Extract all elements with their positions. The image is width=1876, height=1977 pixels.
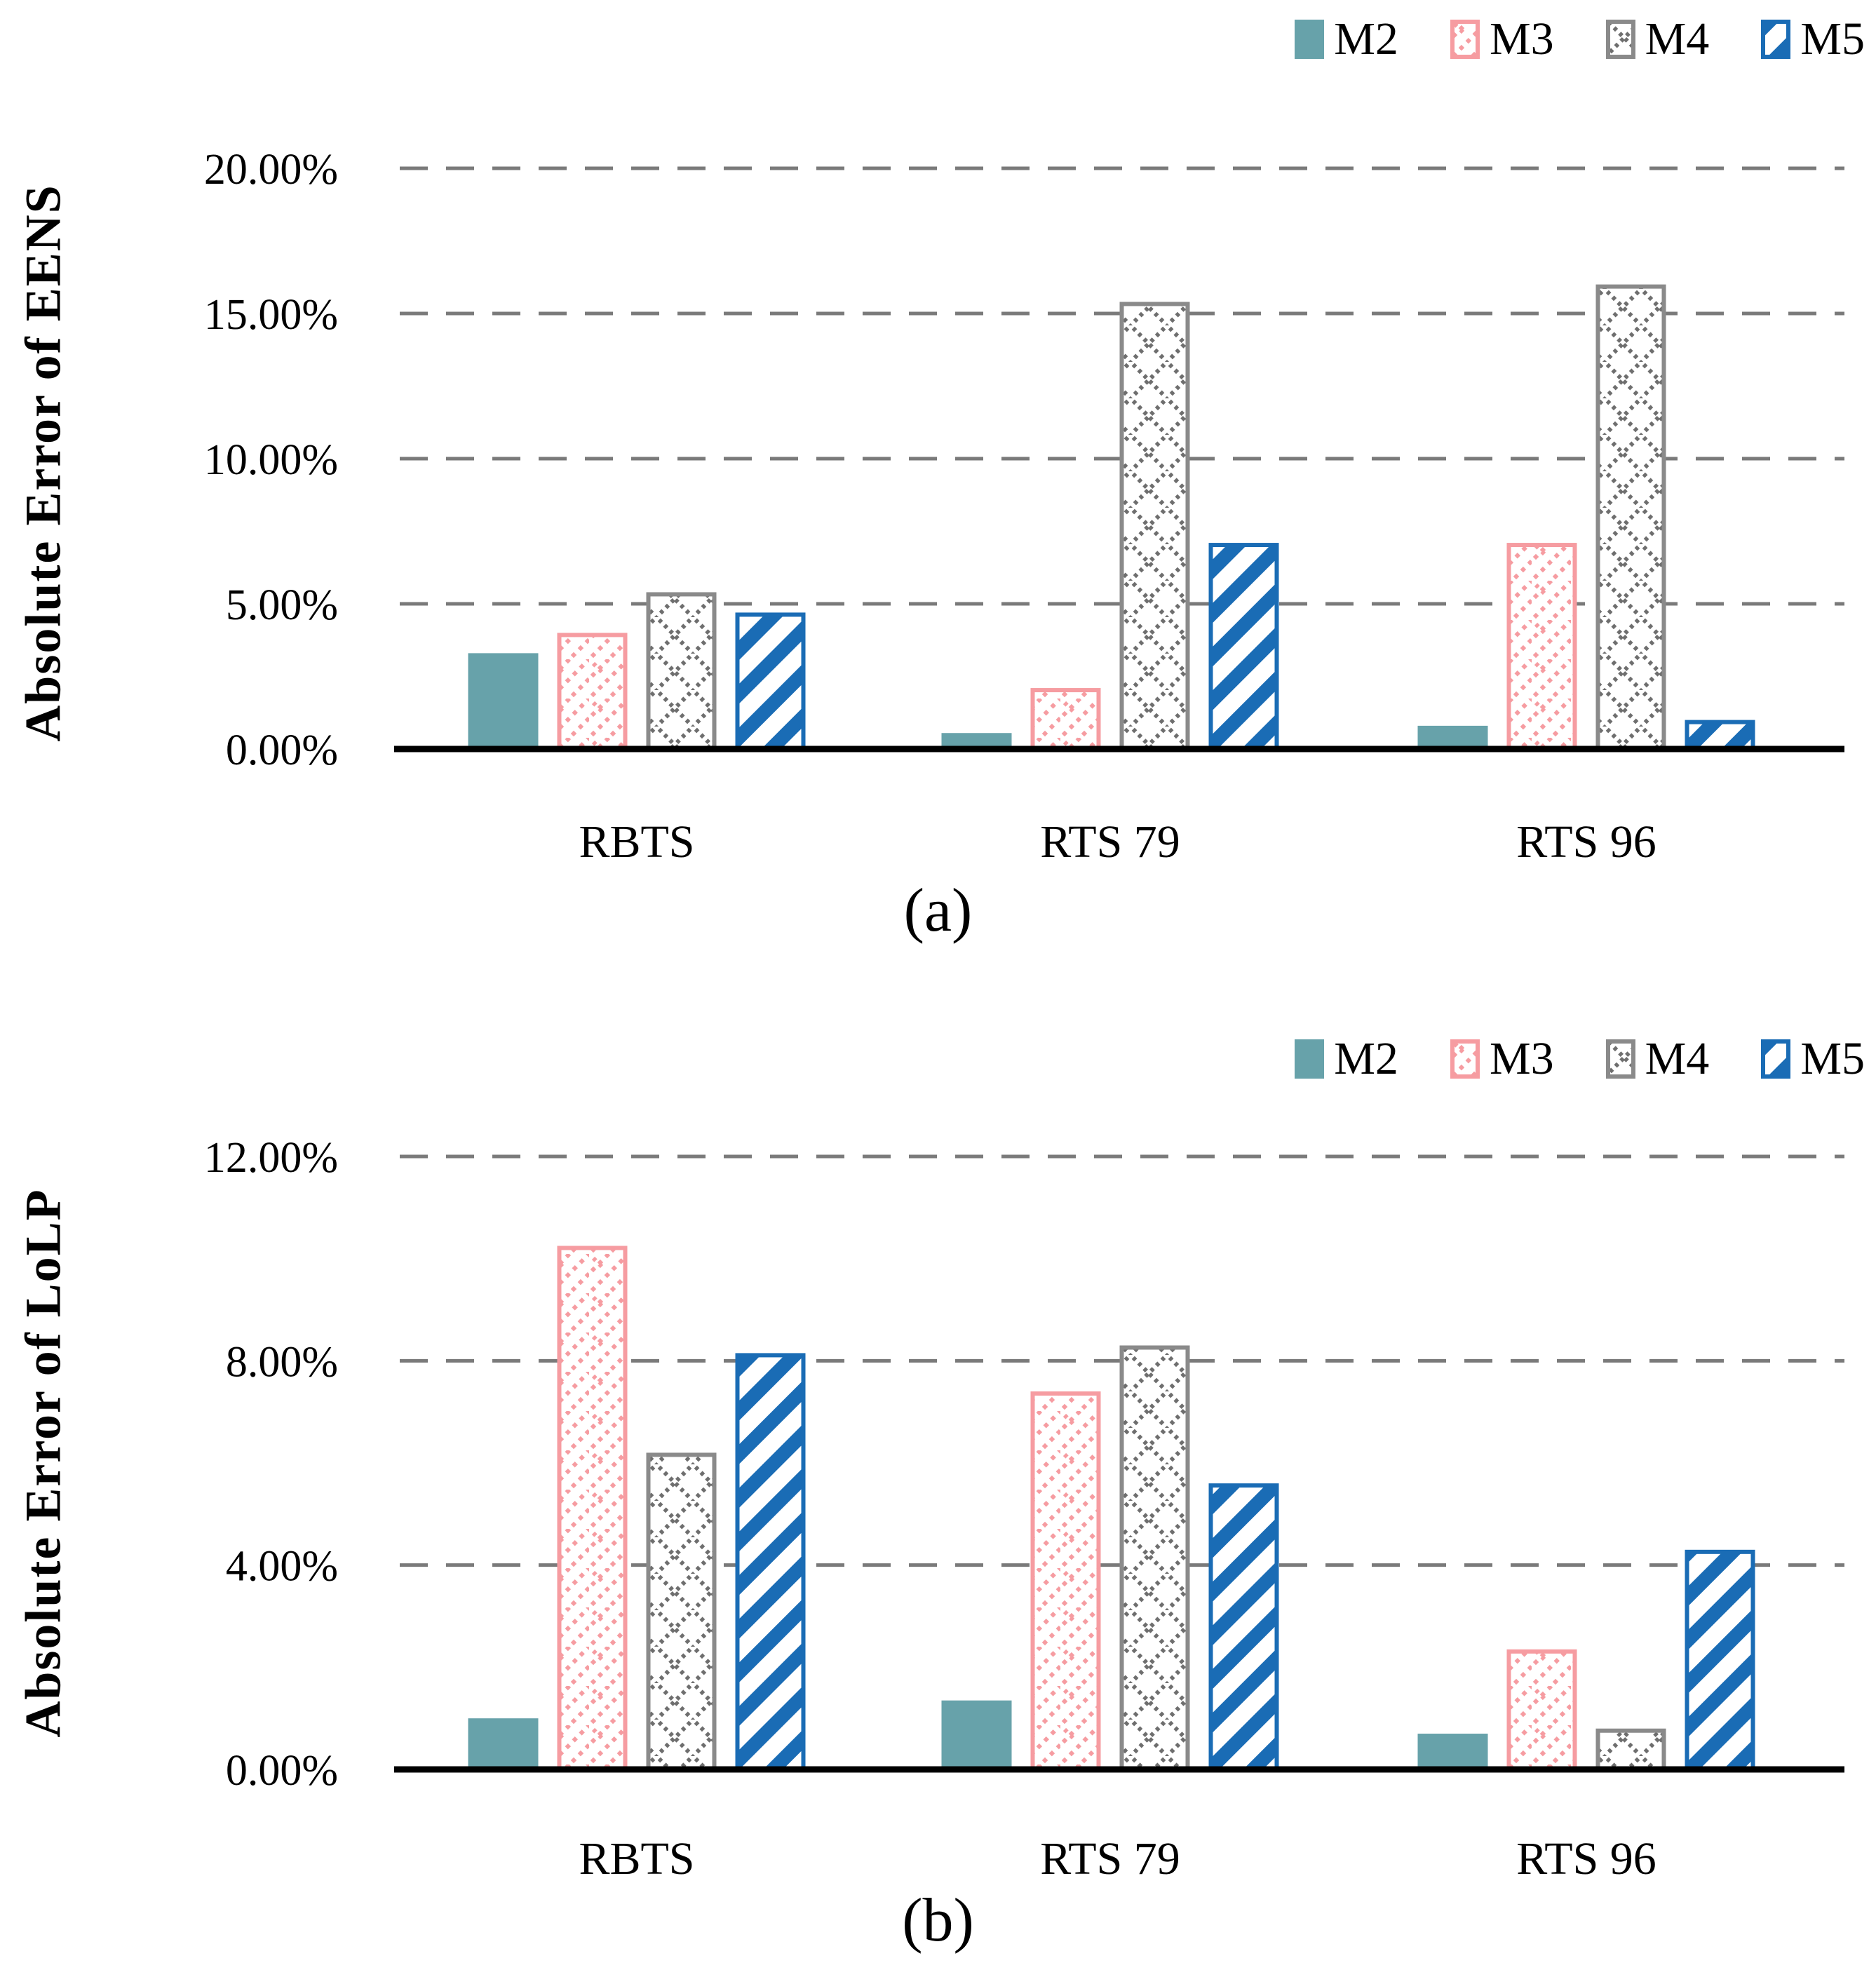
panel-caption-b: (b): [902, 1887, 974, 1955]
bar-m3-rts-96: [1506, 1649, 1577, 1772]
bar-m3-rbts: [557, 633, 628, 752]
y-tick-label-10.00%: 10.00%: [204, 436, 338, 484]
legend-label-m4: M4: [1645, 1033, 1710, 1084]
y-tick-label-12.00%: 12.00%: [204, 1136, 338, 1182]
legend-label-m3: M3: [1489, 13, 1554, 65]
legend-label-m3: M3: [1489, 1033, 1554, 1084]
legend-swatch-m5-blue-stripes-icon: [1761, 1039, 1791, 1079]
bar-m4-rbts: [646, 1452, 717, 1772]
plot-area-chart-b: 12.00% 8.00% 4.00% 0.00% RBTS RTS 79 RTS 96: [204, 1136, 1844, 1884]
bar-m3-rts-96: [1506, 543, 1577, 751]
legend-item-m5: M5: [1761, 1032, 1865, 1086]
bar-m4-rts-96: [1595, 284, 1666, 752]
legend-swatch-m4-gray-crosshatch-icon: [1605, 20, 1635, 59]
plot-area-chart-a: 20.00% 15.00% 10.00% 5.00% 0.00% RBTS RTS 79 RT…: [204, 146, 1844, 868]
bar-m4-rts-96: [1595, 1728, 1666, 1772]
bar-m5-rts-96: [1685, 720, 1755, 751]
y-tick-label-20.00%: 20.00%: [204, 146, 338, 194]
legend-item-m4: M4: [1605, 13, 1710, 66]
y-tick-label-15.00%: 15.00%: [204, 291, 338, 339]
bar-m5-rts-96: [1685, 1549, 1755, 1772]
x-axis-label-rts-96: RTS 96: [1516, 1833, 1656, 1884]
y-tick-label-0.00%: 0.00%: [226, 1747, 338, 1795]
legend-label-m5: M5: [1800, 1033, 1865, 1084]
legend-item-m5: M5: [1761, 13, 1865, 66]
legend-label-m5: M5: [1800, 13, 1865, 65]
x-axis-label-rbts: RBTS: [579, 816, 694, 868]
legend-chart-a: M2 M3 M4 M5: [1295, 13, 1865, 66]
legend-swatch-m3-pink-hatch-icon: [1450, 20, 1480, 59]
x-axis-label-rts-79: RTS 79: [1040, 1833, 1180, 1884]
bar-m4-rbts: [646, 592, 717, 751]
y-tick-label-4.00%: 4.00%: [226, 1543, 338, 1591]
legend-swatch-m2-solid-teal-icon: [1295, 1039, 1325, 1079]
x-axis-label-rts-96: RTS 96: [1516, 816, 1656, 868]
legend-item-m2: M2: [1295, 13, 1398, 66]
legend-swatch-m4-gray-crosshatch-icon: [1605, 1039, 1635, 1079]
bar-m2-rts-79: [941, 733, 1012, 749]
legend-item-m3: M3: [1450, 13, 1554, 66]
legend-label-m4: M4: [1645, 13, 1710, 65]
x-axis-label-rbts: RBTS: [579, 1833, 694, 1884]
legend-swatch-m3-pink-hatch-icon: [1450, 1039, 1480, 1079]
legend-item-m4: M4: [1605, 1032, 1710, 1086]
bar-m4-rts-79: [1119, 1345, 1190, 1772]
bar-m3-rbts: [557, 1246, 628, 1772]
bar-m2-rbts: [468, 1718, 539, 1769]
bar-m4-rts-79: [1119, 302, 1190, 751]
x-axis-label-rts-79: RTS 79: [1040, 816, 1180, 868]
bar-m2-rts-96: [1417, 1734, 1488, 1769]
legend-chart-b: M2 M3 M4 M5: [1295, 1032, 1865, 1086]
legend-label-m2: M2: [1334, 13, 1398, 65]
bar-m3-rts-79: [1030, 1391, 1101, 1772]
legend-label-m2: M2: [1334, 1033, 1398, 1084]
bar-m5-rts-79: [1208, 543, 1279, 751]
bar-m2-rts-96: [1417, 725, 1488, 749]
bar-m5-rbts: [735, 612, 806, 751]
y-tick-label-8.00%: 8.00%: [226, 1338, 338, 1386]
legend-item-m2: M2: [1295, 1032, 1398, 1086]
y-tick-label-5.00%: 5.00%: [226, 581, 338, 629]
panel-caption-a: (a): [903, 877, 973, 945]
bar-m3-rts-79: [1030, 688, 1101, 751]
bar-m5-rts-79: [1208, 1483, 1279, 1772]
legend-item-m3: M3: [1450, 1032, 1554, 1086]
legend-swatch-m2-solid-teal-icon: [1295, 20, 1325, 59]
bar-m5-rbts: [735, 1353, 806, 1772]
bar-m2-rbts: [468, 653, 539, 749]
y-tick-label-0.00%: 0.00%: [226, 727, 338, 774]
bar-m2-rts-79: [941, 1700, 1012, 1769]
legend-swatch-m5-blue-stripes-icon: [1761, 20, 1791, 59]
